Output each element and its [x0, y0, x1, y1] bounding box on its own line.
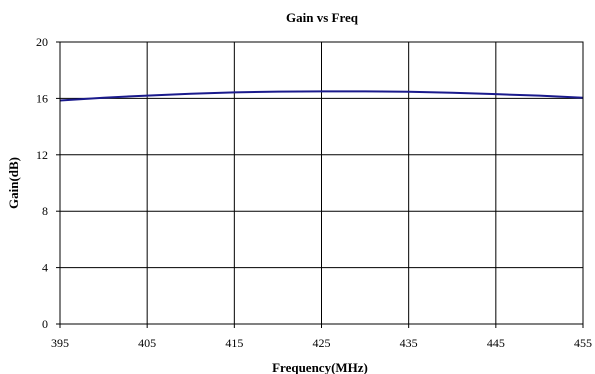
- y-tick-label: 12: [36, 148, 48, 162]
- x-tick-label: 435: [400, 336, 418, 350]
- gain-series-line: [59, 90, 584, 102]
- x-tick-label: 445: [487, 336, 505, 350]
- grid-lines: [56, 41, 584, 328]
- y-tick-label: 4: [42, 261, 48, 275]
- chart-title: Gain vs Freq: [286, 10, 359, 25]
- x-tick-label: 405: [138, 336, 156, 350]
- x-tick-label: 455: [574, 336, 592, 350]
- y-tick-label: 20: [36, 35, 48, 49]
- x-tick-label: 415: [225, 336, 243, 350]
- y-tick-label: 0: [42, 317, 48, 331]
- y-axis-label: Gain(dB): [6, 157, 21, 209]
- x-axis-label: Frequency(MHz): [272, 360, 368, 374]
- y-axis-tick-labels: 0 4 8 12 16 20: [36, 35, 48, 331]
- x-tick-label: 425: [313, 336, 331, 350]
- plot-area-frame: [59, 41, 584, 325]
- x-axis-tick-labels: 395 405 415 425 435 445 455: [51, 336, 592, 350]
- x-tick-label: 395: [51, 336, 69, 350]
- series-lines: [59, 90, 584, 102]
- y-tick-label: 16: [36, 91, 48, 105]
- y-tick-label: 8: [42, 204, 48, 218]
